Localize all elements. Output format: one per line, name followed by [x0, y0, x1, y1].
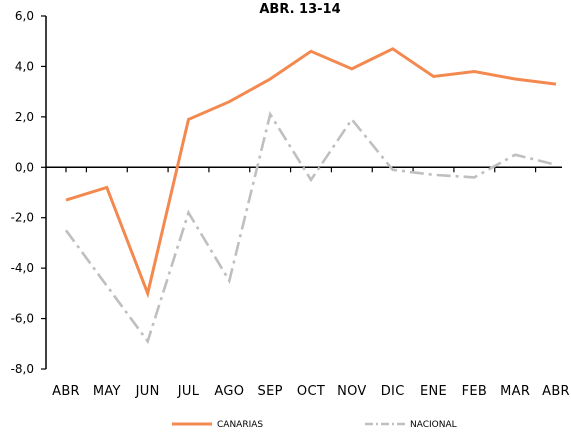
y-tick-label: 0,0: [15, 160, 34, 174]
series-layer: [64, 47, 557, 345]
chart-title: ABR. 13-14: [259, 2, 340, 17]
x-tick-label: JUN: [135, 384, 160, 399]
x-tick-label: MAR: [500, 384, 530, 399]
axes: 6,0 4,0 2,0 0,0 -2,0 -4,0 -6,0 -8,0 ABR MAY JUN JUL…: [11, 9, 570, 399]
x-tick-label: ENE: [420, 384, 447, 399]
x-tick-label: ABR: [52, 384, 80, 399]
x-tick-label: FEB: [462, 384, 488, 399]
x-tick-label: ABR: [542, 384, 570, 399]
x-tick-label: OCT: [297, 384, 325, 399]
y-tick-label: -2,0: [11, 211, 34, 225]
x-tick-label: MAY: [93, 384, 121, 399]
y-tick-label: 2,0: [15, 110, 34, 124]
y-tick-label: -4,0: [11, 261, 34, 275]
x-tick-label: SEP: [258, 384, 283, 399]
legend: CANARIAS NACIONAL: [172, 420, 457, 430]
x-tick-label: JUL: [177, 384, 200, 399]
x-tick-label: AGO: [214, 384, 244, 399]
series-line-canarias: [65, 47, 557, 299]
series-line-nacional: [64, 110, 557, 345]
y-tick-label: 6,0: [15, 9, 34, 23]
y-tick-label: -8,0: [11, 362, 34, 376]
legend-label-nacional: NACIONAL: [410, 420, 457, 430]
x-tick-label: NOV: [337, 384, 367, 399]
x-tick-label: DIC: [381, 384, 405, 399]
legend-label-canarias: CANARIAS: [217, 420, 263, 430]
y-tick-label: 4,0: [15, 59, 34, 73]
y-tick-label: -6,0: [11, 312, 34, 326]
